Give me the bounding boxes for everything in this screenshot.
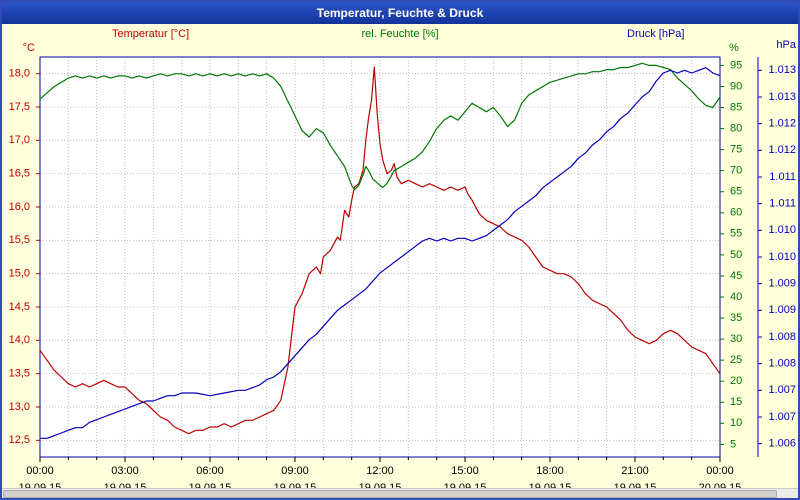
temperature-axis-unit: °C [23,42,35,54]
humidity-tick-label: 10 [730,417,742,429]
window-title: Temperatur, Feuchte & Druck [316,6,484,20]
humidity-tick-label: 35 [730,312,742,324]
pressure-tick-label: 1.013 [768,64,796,76]
pressure-tick-label: 1.010 [768,224,796,236]
temperature-tick-label: 17,5 [9,101,30,113]
humidity-tick-label: 25 [730,354,742,366]
chart-canvas: °C 18,0 17,5 17,0 16,5 16,0 15,5 15,0 14,5 14,0 13… [9,39,797,493]
legend-pressure-label: Druck [hPa] [627,28,685,40]
pressure-tick-label: 1.011 [769,198,796,210]
pressure-series-line [40,67,721,439]
legend-row: Temperatur [°C] rel. Feuchte [%] Druck [… [2,28,798,44]
pressure-tick-label: 1.008 [768,358,796,370]
pressure-tick-label: 1.011 [769,171,796,183]
window-title-bar: Temperatur, Feuchte & Druck [2,2,798,24]
date-label: 19.09.15 [19,482,62,493]
pressure-tick-label: 1.008 [768,331,796,343]
humidity-tick-label: 50 [730,249,742,261]
humidity-tick-label: 5 [730,438,736,450]
pressure-tick-label: 1.009 [768,304,796,316]
horizontal-scrollbar[interactable] [2,488,798,498]
pressure-tick-label: 1.007 [768,411,796,423]
temperature-tick-label: 16,5 [9,168,30,180]
humidity-tick-label: 95 [730,59,742,71]
pressure-axis-unit: hPa [776,39,796,51]
temperature-tick-label: 13,0 [9,401,30,413]
temperature-tick-label: 14,0 [9,334,30,346]
humidity-tick-label: 45 [730,270,742,282]
temperature-tick-label: 15,0 [9,268,30,280]
humidity-tick-label: 75 [730,144,742,156]
pressure-tick-label: 1.012 [768,144,796,156]
humidity-tick-label: 40 [730,291,742,303]
humidity-tick-label: 15 [730,396,742,408]
humidity-tick-label: 30 [730,333,742,345]
date-label: 19.09.15 [189,482,232,493]
humidity-tick-label: 70 [730,165,742,177]
humidity-tick-label: 85 [730,101,742,113]
date-label: 19.09.15 [274,482,317,493]
date-label: 19.09.15 [529,482,572,493]
date-label: 19.09.15 [444,482,487,493]
temperature-series-line [39,66,721,435]
humidity-series-line [39,62,721,191]
date-label: 19.09.15 [614,482,657,493]
time-tick-label: 03:00 [111,465,139,477]
humidity-tick-label: 80 [730,122,742,134]
pressure-tick-label: 1.009 [768,278,796,290]
humidity-tick-label: 65 [730,186,742,198]
pressure-tick-label: 1.010 [768,251,796,263]
temperature-tick-label: 13,5 [9,368,30,380]
time-tick-label: 00:00 [706,465,734,477]
temperature-tick-label: 16,0 [9,201,30,213]
time-tick-label: 15:00 [451,465,479,477]
pressure-tick-label: 1.012 [768,118,796,130]
time-tick-label: 12:00 [366,465,394,477]
temperature-tick-label: 15,5 [9,234,30,246]
legend-temperature-label: Temperatur [°C] [112,28,190,40]
pressure-tick-label: 1.007 [768,384,796,396]
pressure-tick-label: 1.013 [768,91,796,103]
humidity-tick-label: 60 [730,207,742,219]
date-label: 20.09.15 [699,482,742,493]
time-tick-label: 09:00 [281,465,309,477]
scrollbar-thumb[interactable] [3,490,778,498]
humidity-axis-unit: % [729,42,739,54]
legend-humidity-label: rel. Feuchte [%] [361,28,439,40]
humidity-tick-label: 20 [730,375,742,387]
temperature-tick-label: 18,0 [9,68,30,80]
pressure-tick-label: 1.006 [768,438,796,450]
humidity-tick-label: 55 [730,228,742,240]
time-tick-label: 21:00 [621,465,649,477]
temperature-tick-label: 12,5 [9,434,30,446]
temperature-tick-label: 14,5 [9,301,30,313]
humidity-tick-label: 90 [730,80,742,92]
time-tick-label: 06:00 [196,465,224,477]
date-label: 19.09.15 [359,482,402,493]
temperature-tick-label: 17,0 [9,134,30,146]
date-label: 19.09.15 [104,482,147,493]
time-tick-label: 00:00 [26,465,54,477]
time-tick-label: 18:00 [536,465,564,477]
